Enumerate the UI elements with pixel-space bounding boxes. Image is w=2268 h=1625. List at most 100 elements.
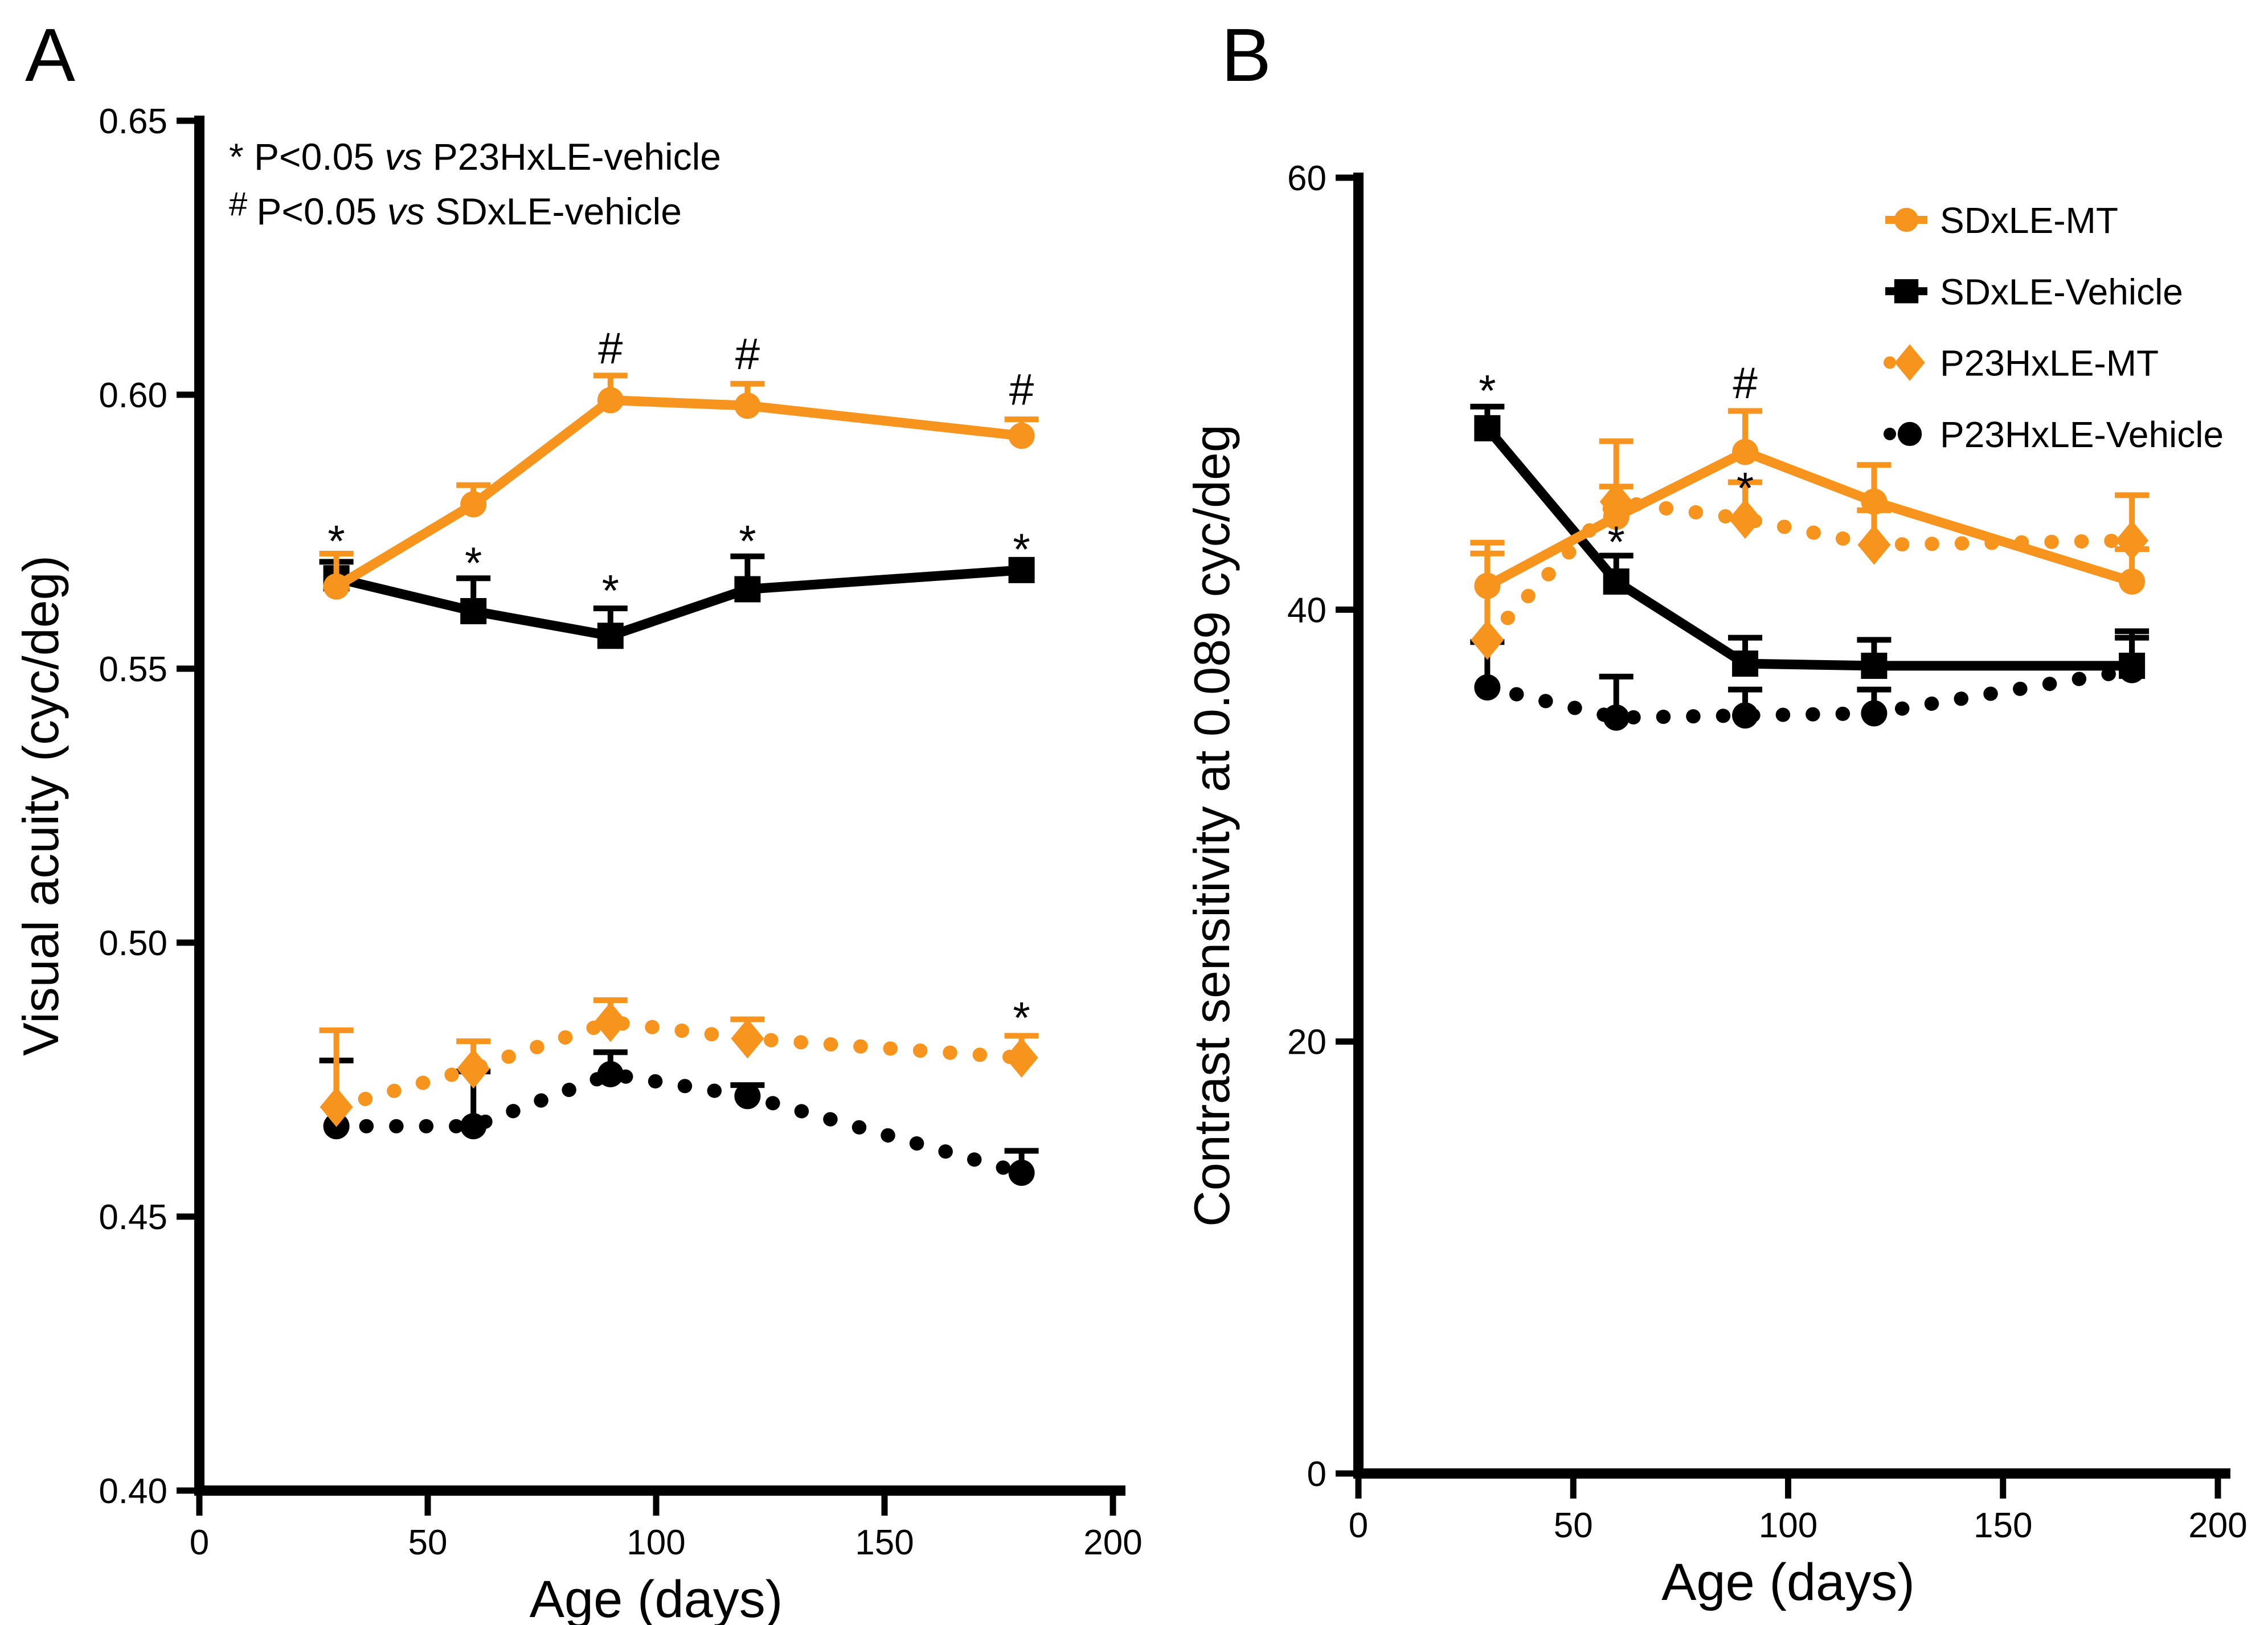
data-point-marker-diamond [1894,344,1925,381]
sig-annotation: # [735,329,760,379]
data-point-marker-square [734,576,761,603]
data-point-marker-circle [1603,704,1630,731]
series-line [1480,663,2139,725]
legend-label: P23HxLE-Vehicle [1940,414,2224,455]
y-tick-label: 0.40 [99,1472,167,1511]
sig-annotation: * [1608,517,1625,567]
series-p23hxle-vehicle [1470,635,2150,731]
series-line [331,565,1027,641]
sig-annotation: * [1013,524,1030,574]
data-point-marker-diamond [593,1002,627,1042]
data-point-marker-diamond [1729,499,1762,539]
data-point-marker-diamond [1005,1038,1038,1078]
series-line [329,1067,1029,1180]
data-point-marker-circle [460,1113,487,1140]
y-tick-label: 0.55 [99,650,167,689]
x-tick-label: 100 [1759,1506,1817,1545]
series-line [1482,447,2137,591]
data-point-marker-circle [1861,488,1888,515]
sig-annotation: # [598,323,623,373]
series-sdxle-vehicle [1470,403,2150,679]
data-point-marker-circle [1008,423,1035,449]
y-tick-label: 0 [1307,1455,1327,1494]
legend-dot-icon [1884,356,1896,369]
data-point-marker-circle [1861,700,1888,727]
data-point-marker-circle [734,1083,761,1110]
sig-annotation: # [1009,364,1034,414]
data-point-marker-circle [1732,439,1759,465]
sig-annotation: * [1013,993,1030,1043]
data-point-marker-square [1894,279,1919,304]
legend-item: SDxLE-Vehicle [1885,271,2183,312]
sig-annotation: * [602,565,619,615]
data-point-marker-circle [1474,572,1501,599]
x-tick-label: 0 [1349,1506,1368,1545]
data-point-marker-circle [323,573,350,600]
series-line [329,1014,1029,1115]
data-point-marker-circle [1732,702,1759,729]
legend-item: P23HxLE-Vehicle [1884,414,2224,455]
series-line [331,395,1027,592]
data-point-marker-circle [1474,674,1501,701]
data-point-marker-diamond [320,1087,353,1127]
legend-label: P23HxLE-MT [1940,343,2159,384]
data-point-marker-circle [2119,568,2146,595]
y-tick-label: 20 [1287,1023,1327,1062]
data-point-marker-square [1474,415,1501,441]
sig-annotation: * [1479,366,1496,416]
panel-a: A 0.40 0.45 0.50 0.55 0.60 0.65 0 50 100 150 200 Age… [13,13,1143,1625]
data-point-marker-circle [734,392,761,419]
series-sdxle-mt [319,373,1039,600]
data-point-marker-square [597,623,624,649]
x-tick-label: 150 [855,1523,914,1562]
legend-dot-icon [1884,427,1896,440]
y-tick-label: 60 [1287,159,1327,198]
series-sdxle-vehicle [319,553,1035,649]
data-point-marker-square [1861,652,1888,679]
note-line: # P<0.05 vs SDxLE-vehicle [229,186,682,232]
sig-annotation: * [327,516,345,566]
y-tick-label: 0.45 [99,1198,167,1237]
sig-annotation: * [739,516,756,566]
x-tick-label: 100 [627,1523,685,1562]
sig-annotation: # [1733,358,1757,408]
sig-annotation: * [465,538,482,588]
series-sdxle-mt [1470,408,2150,599]
data-point-marker-square [1603,568,1630,595]
legend-label: SDxLE-MT [1940,200,2118,241]
x-axis-title: Age (days) [1661,1553,1915,1611]
x-tick-label: 50 [408,1523,448,1562]
data-point-marker-square [2119,652,2146,679]
data-point-marker-circle [1897,421,1922,447]
data-point-marker-circle [597,387,624,414]
data-point-marker-diamond [731,1018,764,1059]
data-point-marker-diamond [1857,525,1891,565]
sig-annotation: * [1737,462,1754,513]
y-tick-label: 0.60 [99,376,167,415]
series-line [1480,494,2139,647]
legend-item: P23HxLE-MT [1884,343,2159,384]
legend-label: SDxLE-Vehicle [1940,271,2183,312]
y-axis-title: Visual acuity (cyc/deg) [13,555,69,1056]
note-line: * P<0.05 vs P23HxLE-vehicle [229,136,721,178]
data-point-marker-square [1008,556,1035,583]
data-point-marker-diamond [1471,620,1504,660]
data-point-marker-circle [1008,1160,1035,1186]
y-tick-label: 0.50 [99,924,167,963]
x-tick-label: 150 [1974,1506,2032,1545]
legend: SDxLE-MT SDxLE-Vehicle P23HxLE-MT P23HxLE-V… [1884,200,2224,455]
x-axis-title: Age (days) [530,1570,783,1625]
data-point-marker-diamond [457,1049,490,1089]
series-p23hxle-mt [319,997,1039,1127]
y-axis-title: Contrast sensitivity at 0.089 cyc/deg [1184,424,1240,1227]
y-tick-label: 40 [1287,591,1327,630]
data-point-marker-circle [1894,207,1919,232]
data-point-marker-square [1732,650,1759,677]
legend-item: SDxLE-MT [1885,200,2118,241]
x-tick-label: 50 [1554,1506,1593,1545]
data-point-marker-circle [460,491,487,518]
y-tick-label: 0.65 [99,102,167,141]
data-point-marker-circle [1603,504,1630,530]
